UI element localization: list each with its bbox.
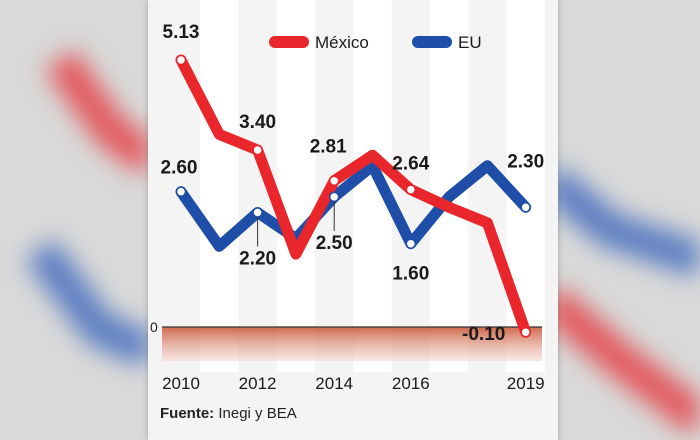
x-axis-tick-labels: 2010 2012 2014 2016 2019 [162,374,545,393]
data-labels: 5.13 3.40 2.81 2.64 -0.10 2.60 2.20 2.50 1.60 2.3… [161,22,545,345]
line-chart: 0 5.13 3.40 2.81 2.64 -0.10 2.60 2.20 2.50 1.60 2… [150,0,545,393]
background-stripe [200,0,239,372]
data-label: 5.13 [163,22,200,43]
x-tick-label: 2012 [239,374,277,393]
data-label: 2.30 [507,151,544,172]
data-label: 2.50 [316,233,353,254]
data-label: -0.10 [462,324,505,345]
x-tick-label: 2019 [507,374,545,393]
data-point-marker [405,184,417,195]
legend: México EU [269,33,482,52]
legend-label: EU [458,33,482,52]
source-note: Fuente: Inegi y BEA [160,405,297,422]
data-point-marker [175,186,187,197]
label-leader-lines [257,200,335,247]
data-point-marker [520,326,531,338]
negative-zone [162,327,542,361]
data-label: 2.64 [392,154,429,175]
series-lines [175,54,532,338]
zero-label: 0 [150,319,158,335]
data-label: 2.20 [239,248,276,269]
data-point-marker [328,191,340,203]
background-stripe [276,0,316,372]
x-tick-label: 2016 [392,374,430,393]
series-line-mexico [175,54,532,338]
data-label: 2.81 [310,137,347,158]
data-point-marker [328,175,340,186]
x-tick-label: 2014 [315,374,353,393]
blurred-background-left [0,0,150,440]
source-prefix: Fuente: [160,405,215,422]
x-tick-label: 2010 [162,374,200,393]
background-stripes [200,0,545,372]
data-label: 3.40 [239,112,276,133]
source-text: Inegi y BEA [218,405,297,422]
data-point-marker [175,54,187,66]
blurred-background-right [550,0,700,440]
data-point-marker [405,238,417,249]
negative-zone-fill [162,327,542,361]
data-label: 1.60 [392,264,429,285]
legend-label: México [315,33,369,52]
data-label: 2.60 [161,158,198,179]
data-point-marker [252,144,263,156]
data-point-marker [520,202,531,213]
chart-card: 0 5.13 3.40 2.81 2.64 -0.10 2.60 2.20 2.50 1.60 2… [148,0,558,440]
data-point-marker [252,207,263,218]
series-line-eu [175,160,532,252]
